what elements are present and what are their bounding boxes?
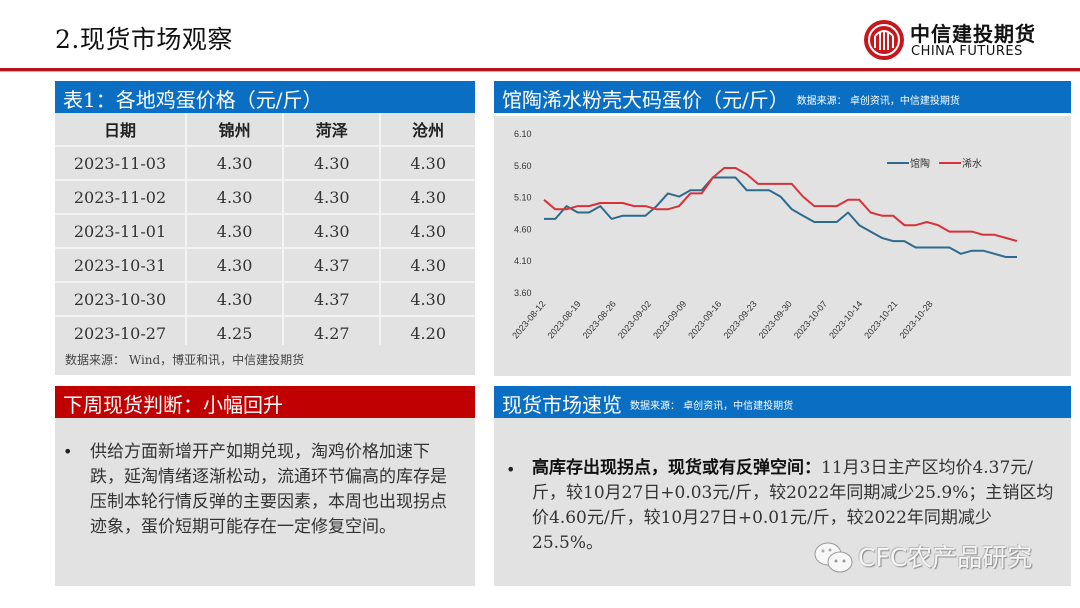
chart-panel-header: 馆陶浠水粉壳大码蛋价（元/斤） 数据来源： 卓创资讯，中信建投期货 xyxy=(494,81,1071,113)
x-tick-label: 2023-10-14 xyxy=(827,299,864,341)
table-panel-header: 表1：各地鸡蛋价格（元/斤） xyxy=(55,81,475,113)
wechat-icon xyxy=(814,542,853,573)
price-cell: 4.30 xyxy=(186,248,285,283)
table-row: 2023-10-31 4.30 4.37 4.30 xyxy=(55,248,475,283)
judgment-panel-body: • 供给方面新增开产如期兑现，淘鸡价格加速下跌，延淘情绪逐渐松动，流通环节偏高的… xyxy=(55,418,475,586)
y-tick-label: 6.10 xyxy=(514,129,532,139)
company-logo: 中信建投期货 CHINA FUTURES xyxy=(864,18,1054,62)
price-cell: 4.30 xyxy=(186,180,285,215)
overview-header-text: 现货市场速览 数据来源： 卓创资讯，中信建投期货 xyxy=(502,389,793,418)
price-cell: 4.30 xyxy=(380,214,475,249)
column-header: 沧州 xyxy=(380,113,475,147)
overview-title: 现货市场速览 xyxy=(502,393,622,417)
y-tick-label: 4.60 xyxy=(514,224,532,234)
y-tick-label: 4.10 xyxy=(514,256,532,266)
x-tick-label: 2023-10-21 xyxy=(862,299,899,341)
citic-logo-icon xyxy=(864,20,904,60)
overview-detail: 11月3日主产区均价4.37元/斤，较10月27日+0.03元/斤，较2022年… xyxy=(532,458,1054,553)
x-tick-label: 2023-10-28 xyxy=(897,299,934,341)
overview-text: 高库存出现拐点，现货或有反弹空间：11月3日主产区均价4.37元/斤，较10月2… xyxy=(532,456,1062,556)
price-cell: 4.30 xyxy=(186,214,285,249)
y-tick-label: 5.60 xyxy=(514,161,532,171)
date-cell: 2023-11-01 xyxy=(55,214,187,249)
price-cell: 4.30 xyxy=(283,180,382,215)
column-header: 菏泽 xyxy=(283,113,382,147)
overview-headline: 高库存出现拐点，现货或有反弹空间： xyxy=(532,458,821,478)
judgment-title: 下周现货判断：小幅回升 xyxy=(63,393,283,417)
date-cell: 2023-10-31 xyxy=(55,248,187,283)
watermark-text: CFC农产品研究 xyxy=(858,543,1033,572)
logo-text-en: CHINA FUTURES xyxy=(911,44,1023,59)
x-tick-label: 2023-08-19 xyxy=(545,299,582,341)
price-cell: 4.30 xyxy=(283,214,382,249)
y-tick-label: 5.10 xyxy=(514,193,532,203)
logo-text-cn: 中信建投期货 xyxy=(910,22,1036,46)
y-tick-label: 3.60 xyxy=(514,288,532,298)
legend-label: 馆陶 xyxy=(910,157,930,170)
chart-source-note: 数据来源： 卓创资讯，中信建投期货 xyxy=(796,96,960,107)
table-row: 2023-11-02 4.30 4.30 4.30 xyxy=(55,180,475,215)
x-tick-label: 2023-09-23 xyxy=(721,299,758,341)
header-divider xyxy=(0,68,1080,71)
table-header-row: 日期 锦州 菏泽 沧州 xyxy=(55,113,475,147)
overview-panel-header: 现货市场速览 数据来源： 卓创资讯，中信建投期货 xyxy=(494,386,1071,418)
bullet-icon: • xyxy=(506,460,516,479)
line-chart: 6.105.605.104.604.103.602023-08-122023-0… xyxy=(510,129,1018,341)
overview-panel-body: • 高库存出现拐点，现货或有反弹空间：11月3日主产区均价4.37元/斤，较10… xyxy=(494,418,1071,586)
date-cell: 2023-11-03 xyxy=(55,146,187,181)
overview-source-note: 数据来源： 卓创资讯，中信建投期货 xyxy=(630,401,794,412)
legend-label: 浠水 xyxy=(962,157,982,170)
x-tick-label: 2023-09-09 xyxy=(651,299,688,341)
x-tick-label: 2023-09-30 xyxy=(757,299,794,341)
price-cell: 4.37 xyxy=(283,248,382,283)
series-line-浠水 xyxy=(543,167,1018,243)
price-cell: 4.37 xyxy=(283,282,382,317)
bullet-icon: • xyxy=(63,442,73,461)
x-tick-label: 2023-08-12 xyxy=(510,299,547,341)
judgment-text: 供给方面新增开产如期兑现，淘鸡价格加速下跌，延淘情绪逐渐松动，流通环节偏高的库存… xyxy=(90,442,447,537)
page-title: 2.现货市场观察 xyxy=(55,25,233,54)
egg-price-table: 日期 锦州 菏泽 沧州 2023-11-03 4.30 4.30 4.30 20… xyxy=(55,113,475,351)
x-tick-label: 2023-08-26 xyxy=(581,299,618,341)
column-header: 日期 xyxy=(55,113,187,147)
judgment-panel-header: 下周现货判断：小幅回升 xyxy=(55,386,475,418)
x-tick-label: 2023-09-16 xyxy=(686,299,723,341)
table-row: 2023-10-30 4.30 4.37 4.30 xyxy=(55,282,475,317)
table-title: 表1：各地鸡蛋价格（元/斤） xyxy=(63,88,323,112)
table-row: 2023-11-03 4.30 4.30 4.30 xyxy=(55,146,475,181)
price-cell: 4.30 xyxy=(380,282,475,317)
table-row: 2023-11-01 4.30 4.30 4.30 xyxy=(55,214,475,249)
series-line-馆陶 xyxy=(544,176,1017,258)
date-cell: 2023-10-30 xyxy=(55,282,187,317)
price-cell: 4.30 xyxy=(380,146,475,181)
chart-header-text: 馆陶浠水粉壳大码蛋价（元/斤） 数据来源： 卓创资讯，中信建投期货 xyxy=(502,84,960,113)
price-cell: 4.30 xyxy=(283,146,382,181)
price-cell: 4.20 xyxy=(380,316,475,351)
column-header: 锦州 xyxy=(186,113,285,147)
date-cell: 2023-11-02 xyxy=(55,180,187,215)
chart-title: 馆陶浠水粉壳大码蛋价（元/斤） xyxy=(502,88,789,112)
price-cell: 4.30 xyxy=(380,180,475,215)
x-tick-label: 2023-10-07 xyxy=(792,299,829,341)
price-cell: 4.30 xyxy=(186,146,285,181)
x-tick-label: 2023-09-02 xyxy=(616,299,653,341)
chart-area: 6.10 5.60 5.10 4.60 4.10 3.60 2023-08-12 2023-0… xyxy=(494,116,1071,376)
price-cell: 4.30 xyxy=(380,248,475,283)
table-source-note: 数据来源： Wind，博亚和讯，中信建投期货 xyxy=(55,345,475,375)
price-cell: 4.30 xyxy=(186,282,285,317)
header-divider-shadow xyxy=(0,71,1080,72)
